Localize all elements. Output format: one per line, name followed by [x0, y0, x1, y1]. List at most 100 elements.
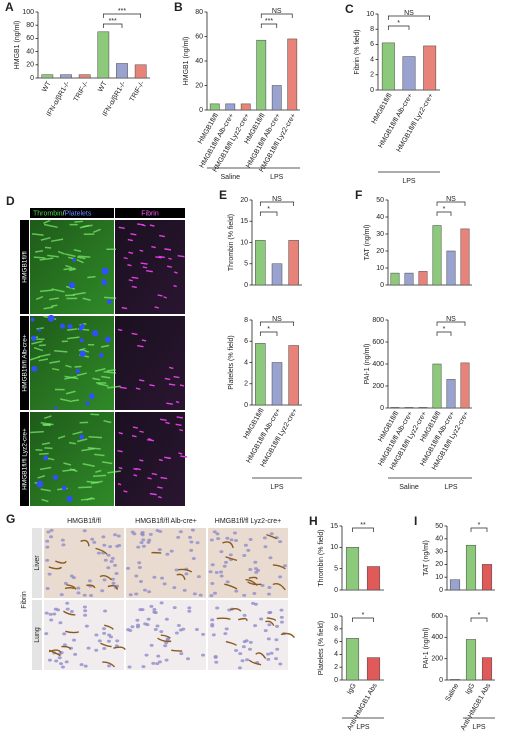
platelet	[101, 267, 109, 275]
fibrin	[127, 263, 132, 267]
nucleus	[179, 652, 184, 656]
bar	[418, 407, 428, 409]
y-tick-label: 10	[240, 239, 248, 246]
x-tick-label: TRIF-/-	[73, 80, 90, 103]
fibrin-stain	[48, 649, 62, 653]
bar	[449, 679, 461, 681]
nucleus	[201, 653, 206, 657]
nucleus	[266, 637, 271, 641]
nucleus	[84, 624, 89, 628]
bar	[60, 74, 72, 79]
fibrin-stain	[160, 634, 171, 639]
fibrin	[173, 375, 180, 379]
nucleus	[96, 551, 101, 555]
nucleus	[185, 657, 190, 661]
nucleus	[155, 528, 160, 532]
fiber	[60, 398, 73, 403]
nucleus	[128, 593, 133, 597]
nucleus	[212, 591, 217, 595]
fibrin-stain	[272, 564, 286, 570]
nucleus	[65, 601, 70, 605]
sig-bracket	[436, 321, 466, 326]
nucleus	[134, 592, 139, 596]
fibrin	[137, 344, 144, 348]
fiber	[76, 372, 88, 377]
fibrin	[141, 339, 147, 342]
y-tick-label: 600	[372, 339, 384, 346]
nucleus	[243, 543, 248, 547]
fibrin	[155, 256, 162, 259]
nucleus	[198, 593, 203, 597]
nucleus	[189, 548, 194, 552]
fibrin	[118, 226, 125, 230]
platelet	[59, 323, 65, 329]
nucleus	[269, 532, 274, 536]
platelet	[92, 330, 99, 337]
y-tick-label: 8	[244, 317, 248, 324]
y-tick-label: 0	[439, 587, 443, 594]
fiber	[43, 415, 52, 420]
y-tick-label: 20	[26, 62, 34, 69]
nucleus	[47, 572, 52, 576]
nucleus	[76, 591, 81, 595]
bar	[271, 85, 282, 111]
histo-image	[208, 528, 288, 598]
nucleus	[223, 632, 228, 636]
d-header: Thrombin/Platelets	[33, 210, 92, 217]
y-tick-label: 10	[330, 544, 338, 551]
bar	[256, 39, 267, 111]
nucleus	[76, 586, 81, 590]
fibrin	[158, 255, 165, 259]
platelet	[61, 485, 67, 491]
nucleus	[274, 657, 279, 661]
y-tick-label: 600	[431, 613, 443, 620]
nucleus	[102, 627, 107, 631]
x-tick-label: WT	[97, 80, 109, 94]
fiber	[97, 382, 109, 387]
nucleus	[263, 545, 268, 549]
nucleus	[53, 607, 58, 611]
histo-image	[126, 600, 206, 670]
bar	[271, 362, 283, 406]
nucleus	[102, 578, 107, 582]
fibrin-stain	[255, 652, 267, 659]
fiber	[93, 474, 107, 477]
fiber	[47, 254, 59, 258]
nucleus	[137, 561, 142, 565]
fiber	[80, 348, 90, 353]
platelet	[54, 406, 58, 410]
nucleus	[97, 639, 102, 643]
fibrin	[128, 279, 133, 282]
platelet	[30, 317, 35, 322]
nucleus	[172, 586, 177, 590]
group-label: LPS	[402, 178, 416, 185]
fiber	[39, 452, 49, 455]
nucleus	[73, 652, 78, 656]
nucleus	[196, 575, 201, 579]
nucleus	[210, 581, 215, 585]
nucleus	[267, 585, 272, 589]
fibrin	[157, 486, 163, 489]
fibrin-stain	[248, 576, 258, 580]
nucleus	[60, 665, 65, 669]
nucleus	[130, 625, 135, 629]
micro-image	[115, 220, 185, 314]
nucleus	[210, 563, 215, 567]
fibrin	[119, 386, 127, 389]
nucleus	[139, 541, 144, 545]
nucleus	[279, 615, 284, 619]
nucleus	[241, 645, 246, 649]
nucleus	[184, 572, 189, 576]
panel-letter: D	[6, 194, 15, 208]
nucleus	[115, 639, 120, 643]
platelet	[88, 393, 95, 399]
nucleus	[127, 665, 132, 669]
nucleus	[162, 582, 167, 586]
nucleus	[49, 618, 54, 622]
y-tick-label: 200	[431, 656, 443, 663]
fibrin-stain	[61, 645, 71, 650]
y-tick-label: 5	[244, 261, 248, 268]
sig-label: *	[362, 612, 365, 619]
micro-image	[30, 412, 114, 506]
platelet	[72, 258, 76, 262]
